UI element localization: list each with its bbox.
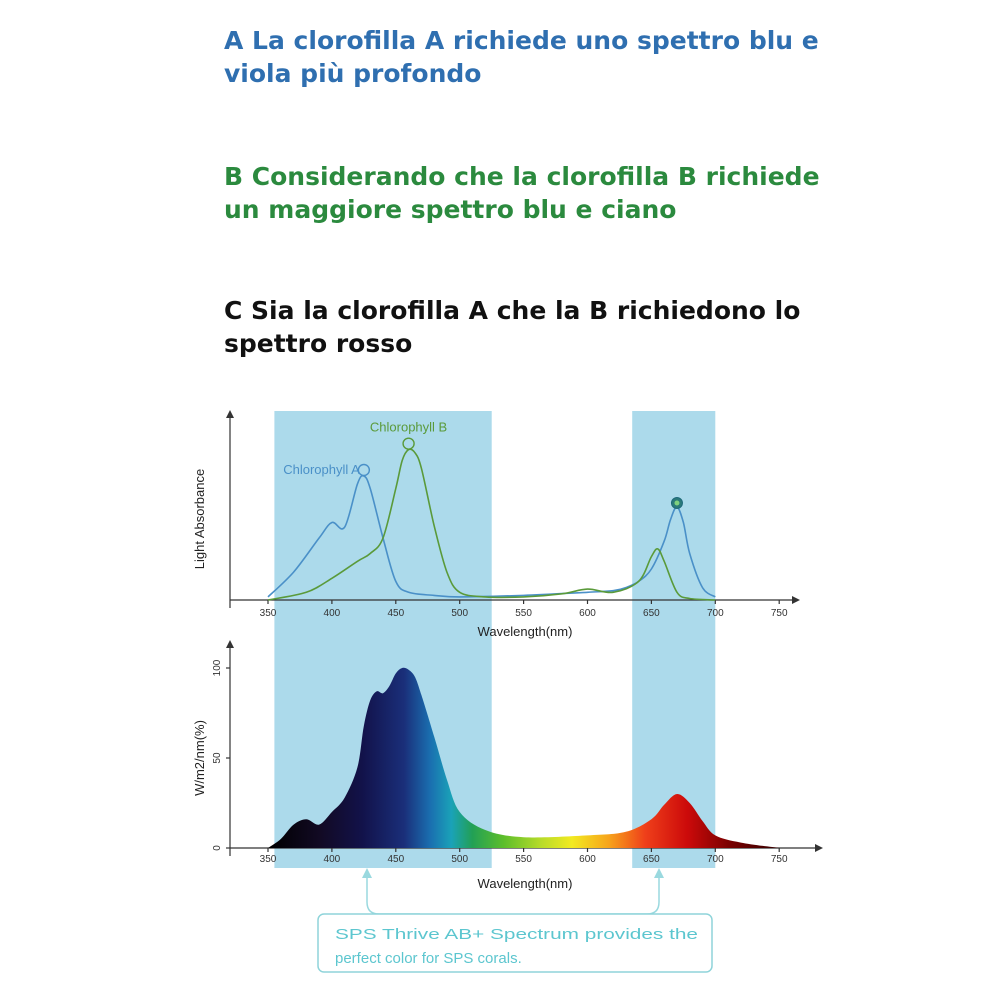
x-tick-label: 350 — [260, 608, 277, 619]
x-tick-label: 750 — [771, 854, 788, 865]
heading-b: B Considerando che la clorofilla B richi… — [224, 162, 820, 224]
peak-marker-red-core — [674, 500, 680, 506]
x-tick-label: 400 — [324, 854, 341, 865]
absorbance-chart: 350 400 450 500 550 600 650 700 750 Wavelength(nm… — [192, 410, 800, 639]
callout-arrow-right — [600, 872, 660, 915]
highlight-bands — [274, 411, 716, 868]
callout-box — [317, 913, 713, 973]
x-tick-label: 600 — [579, 608, 596, 619]
series-label-chlorophyll-b: Chlorophyll B — [370, 420, 447, 435]
x-tick-label: 400 — [324, 608, 341, 619]
heading-c: C Sia la clorofilla A che la B richiedon… — [224, 296, 801, 358]
x-axis-arrow — [815, 844, 823, 852]
emission-chart: 350 400 450 500 550 600 650 700 750Wavelength(nm… — [192, 640, 823, 891]
x-tick-label: 750 — [771, 608, 788, 619]
x-tick-label: 550 — [515, 608, 532, 619]
x-tick-label: 450 — [387, 608, 404, 619]
y-axis-title: Light Absorbance — [192, 469, 207, 569]
highlight-band-2 — [632, 411, 716, 868]
callout-arrowhead-left — [362, 868, 372, 878]
x-tick-label: 450 — [387, 854, 404, 865]
x-tick-label: 650 — [643, 608, 660, 619]
x-tick-label: 700 — [707, 608, 724, 619]
x-tick-label: 650 — [643, 854, 660, 865]
peak-marker-chlorophyll-a — [357, 463, 371, 477]
x-axis-arrow — [792, 596, 800, 604]
callout-line-1: SPS Thrive AB+ Spectrum provides the — [335, 926, 698, 943]
callout-line-2: perfect color for SPS corals. — [335, 950, 522, 967]
callout-arrow-left — [366, 872, 420, 915]
x-axis-title: Wavelength(nm) — [478, 876, 573, 891]
y-tick-label: 100 — [212, 659, 223, 676]
y-axis-title: W/m2/nm(%) — [192, 720, 207, 796]
series-line-chlorophyll-b — [267, 448, 716, 601]
y-axis-arrow — [226, 640, 234, 648]
x-axis-title: Wavelength(nm) — [478, 624, 573, 639]
x-tick-label: 700 — [707, 854, 724, 865]
x-tick-label: 500 — [451, 608, 468, 619]
x-tick-label: 550 — [515, 854, 532, 865]
y-tick-label: 50 — [212, 752, 223, 764]
series-label-chlorophyll-a: Chlorophyll A — [283, 462, 360, 477]
callout: SPS Thrive AB+ Spectrum provides the per… — [317, 868, 713, 973]
peak-marker-chlorophyll-b — [402, 437, 415, 450]
x-tick-label: 600 — [579, 854, 596, 865]
x-tick-label: 350 — [260, 854, 277, 865]
y-axis-arrow — [226, 410, 234, 418]
y-tick-label: 0 — [212, 845, 223, 851]
heading-a: A La clorofilla A richiede uno spettro b… — [224, 26, 819, 88]
spectrum-area — [268, 667, 780, 848]
callout-arrowhead-right — [654, 868, 664, 878]
x-tick-label: 500 — [451, 854, 468, 865]
